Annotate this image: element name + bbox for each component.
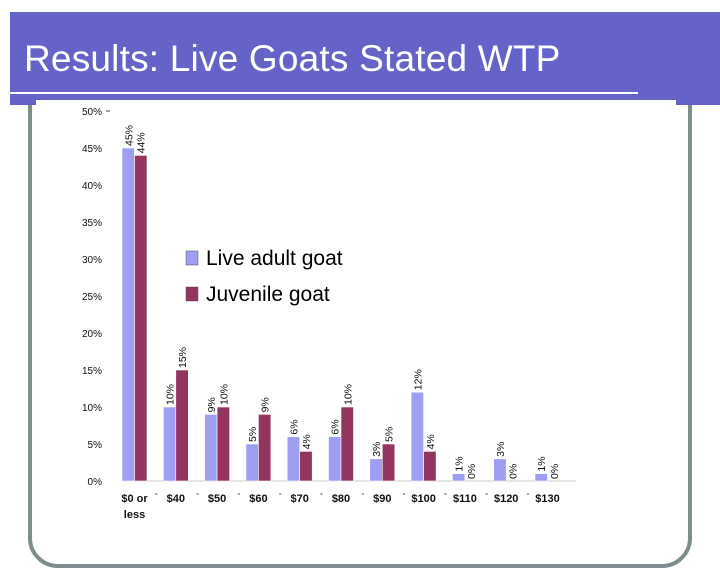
y-tick-label: 15% — [82, 366, 102, 377]
bar-adult — [328, 436, 342, 482]
bar-value-label: 1% — [536, 456, 548, 471]
bar-value-label: 10% — [218, 384, 230, 405]
legend-label-adult: Live adult goat — [206, 247, 343, 270]
bar-adult — [410, 391, 424, 482]
x-tick-label: $50 — [208, 493, 226, 505]
wtp-bar-chart: 0% 5% 10% 15% 20% 25% 30% 35% 40% 45% 50% $0 or less… — [82, 107, 576, 521]
bar-juvenile — [134, 155, 148, 482]
slide-title: Results: Live Goats Stated WTP — [24, 38, 561, 79]
bar-value-label: 6% — [288, 419, 300, 434]
legend-layer: Live adult goat Juvenile goat — [185, 247, 343, 306]
legend-swatch-adult — [185, 250, 199, 266]
x-tick-label: $70 — [291, 493, 309, 505]
bar-adult — [534, 473, 548, 482]
bar-juvenile — [175, 369, 189, 482]
x-tick-label: $90 — [373, 493, 391, 505]
bar-value-label: 0% — [549, 464, 561, 479]
bar-juvenile — [340, 406, 354, 482]
bar-value-label: 15% — [177, 347, 189, 368]
bar-adult — [493, 458, 507, 482]
bar-value-label: 12% — [412, 369, 424, 390]
bar-value-label: 0% — [466, 464, 478, 479]
bar-value-label: 0% — [507, 464, 519, 479]
bar-value-label: 3% — [495, 442, 507, 457]
bar-value-label: 9% — [260, 397, 272, 412]
bar-layer — [121, 147, 548, 482]
y-tick-label: 50% — [82, 107, 102, 118]
legend-label-juvenile: Juvenile goat — [206, 283, 330, 306]
title-underline — [10, 92, 638, 94]
x-tick-label: less — [124, 509, 145, 521]
bar-value-label: 5% — [247, 427, 259, 442]
bar-juvenile — [258, 414, 272, 482]
x-tick-label: $120 — [494, 493, 518, 505]
bar-juvenile — [216, 406, 230, 482]
legend-swatch-juvenile — [185, 286, 199, 302]
bar-value-label: 45% — [123, 125, 135, 146]
bar-adult — [369, 458, 383, 482]
bar-value-label: 4% — [301, 434, 313, 449]
label-layer: 45%10% 9%5% 6% 6%3%12%1%3%1%44%15%10% 9%4%10… — [123, 125, 561, 479]
y-tick-label: 5% — [88, 440, 103, 451]
chart-area: 0% 5% 10% 15% 20% 25% 30% 35% 40% 45% 50% $0 or less… — [36, 100, 676, 540]
y-tick-label: 40% — [82, 181, 102, 192]
bar-adult — [204, 414, 218, 482]
y-tick-label: 30% — [82, 255, 102, 266]
bar-adult — [452, 473, 466, 482]
x-tick-label: $130 — [535, 493, 559, 505]
x-tick-label: $100 — [411, 493, 435, 505]
bar-value-label: 1% — [454, 456, 466, 471]
y-tick-label: 45% — [82, 144, 102, 155]
y-tick-label: 20% — [82, 329, 102, 340]
bar-juvenile — [299, 451, 313, 482]
bar-value-label: 6% — [330, 419, 342, 434]
bar-adult — [286, 436, 300, 482]
bar-value-label: 44% — [136, 132, 148, 153]
x-tick-label: $80 — [332, 493, 350, 505]
bar-value-label: 5% — [384, 427, 396, 442]
bar-juvenile — [381, 443, 396, 482]
bar-adult — [163, 406, 177, 482]
y-tick-label: 25% — [82, 292, 102, 303]
bar-value-label: 3% — [371, 442, 383, 457]
y-tick-label: 0% — [88, 477, 103, 488]
axis-layer: 0% 5% 10% 15% 20% 25% 30% 35% 40% 45% 50% $0 or less… — [82, 107, 576, 521]
x-tick-label: $0 or — [121, 493, 148, 505]
bar-value-label: 10% — [165, 384, 177, 405]
x-tick-label: $60 — [249, 493, 267, 505]
slide-header: Results: Live Goats Stated WTP — [10, 12, 720, 105]
x-tick-label: $110 — [453, 493, 477, 505]
bar-adult — [121, 147, 135, 482]
bar-value-label: 4% — [425, 434, 437, 449]
bar-value-label: 10% — [342, 384, 354, 405]
x-tick-label: $40 — [167, 493, 185, 505]
y-tick-label: 10% — [82, 403, 102, 414]
bar-value-label: 9% — [206, 397, 218, 412]
bar-adult — [245, 443, 259, 482]
bar-juvenile — [423, 451, 437, 482]
y-tick-label: 35% — [82, 218, 102, 229]
